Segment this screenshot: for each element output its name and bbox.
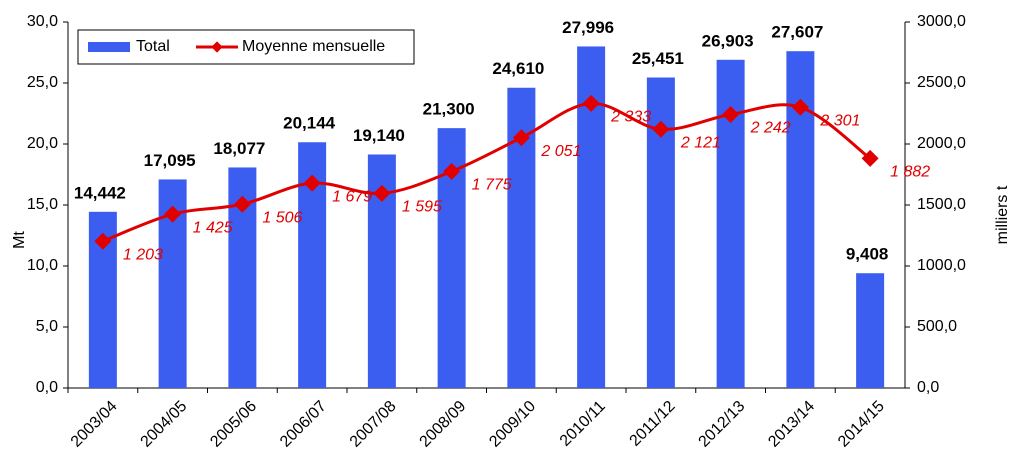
y2-tick-label: 2500,0	[917, 74, 966, 91]
legend-swatch	[88, 42, 130, 52]
line-value-label: 1 595	[402, 199, 442, 216]
y2-axis-label: milliers t	[994, 185, 1011, 244]
legend-swatch	[211, 41, 223, 53]
legend-box	[77, 29, 415, 65]
y-tick-label: 15,0	[27, 196, 58, 213]
bar-value-label: 27,996	[562, 18, 614, 37]
bar	[856, 273, 885, 388]
line-marker	[512, 129, 530, 147]
line-marker	[582, 94, 600, 112]
line-marker	[373, 184, 391, 202]
legend: Total Moyenne mensuelle	[77, 29, 415, 65]
x-tick-label: 2012/13	[696, 398, 749, 451]
y-tick-label: 10,0	[27, 257, 58, 274]
line-value-label: 1 775	[472, 177, 512, 194]
legend-label: Moyenne mensuelle	[242, 38, 385, 55]
bar-value-label: 25,451	[632, 49, 684, 68]
x-tick-label: 2014/15	[835, 398, 888, 451]
x-tick-label: 2004/05	[138, 398, 191, 451]
x-tick-label: 2007/08	[347, 398, 400, 451]
line-value-label: 2 333	[610, 109, 651, 126]
line-marker	[443, 162, 461, 180]
x-tick-label: 2008/09	[417, 398, 470, 451]
line-marker	[164, 205, 182, 223]
y-tick-label: 0,0	[36, 379, 58, 396]
bar-value-label: 26,903	[702, 31, 754, 50]
x-tick-label: 2003/04	[68, 398, 121, 451]
x-tick-label: 2013/14	[765, 398, 818, 451]
line-value-label: 1 679	[332, 188, 372, 205]
line-marker	[303, 174, 321, 192]
line-value-label: 1 506	[262, 209, 302, 226]
line-value-label: 1 203	[123, 246, 163, 263]
bar-value-label: 27,607	[771, 23, 823, 42]
bar-value-label: 17,095	[144, 151, 196, 170]
bar-value-label: 20,144	[283, 114, 336, 133]
line-marker	[861, 149, 879, 167]
bar-value-label: 18,077	[213, 139, 265, 158]
y-axis-label: Mt	[11, 231, 28, 249]
bar-value-label: 9,408	[846, 245, 889, 264]
y-tick-label: 30,0	[27, 13, 58, 30]
y-tick-label: 5,0	[36, 318, 58, 335]
line-marker	[722, 105, 740, 123]
line-value-label: 2 242	[750, 120, 791, 137]
y2-tick-label: 1500,0	[917, 196, 966, 213]
y2-tick-label: 500,0	[917, 318, 957, 335]
y2-tick-label: 3000,0	[917, 13, 966, 30]
bar-value-label: 19,140	[353, 126, 405, 145]
line-value-label: 2 121	[680, 134, 721, 151]
y2-tick-label: 1000,0	[917, 257, 966, 274]
line-marker	[233, 195, 251, 213]
x-tick-label: 2011/12	[627, 398, 679, 450]
x-tick-label: 2009/10	[486, 398, 539, 451]
x-tick-label: 2010/11	[557, 398, 609, 450]
x-tick-label: 2005/06	[207, 398, 260, 451]
bar-value-label: 14,442	[74, 183, 126, 202]
bar-value-label: 21,300	[423, 100, 475, 119]
legend-label: Total	[136, 38, 170, 55]
line-marker	[791, 98, 809, 116]
x-tick-label: 2006/07	[277, 398, 330, 451]
bar-value-label: 24,610	[492, 59, 544, 78]
line-value-label: 1 425	[193, 219, 233, 236]
y-tick-label: 25,0	[27, 74, 58, 91]
line-value-label: 1 882	[890, 164, 930, 181]
line-marker	[94, 232, 112, 250]
y2-tick-label: 2000,0	[917, 135, 966, 152]
line-value-label: 2 051	[540, 143, 581, 160]
y2-tick-label: 0,0	[917, 379, 939, 396]
line-value-label: 2 301	[819, 112, 860, 129]
y-tick-label: 20,0	[27, 135, 58, 152]
